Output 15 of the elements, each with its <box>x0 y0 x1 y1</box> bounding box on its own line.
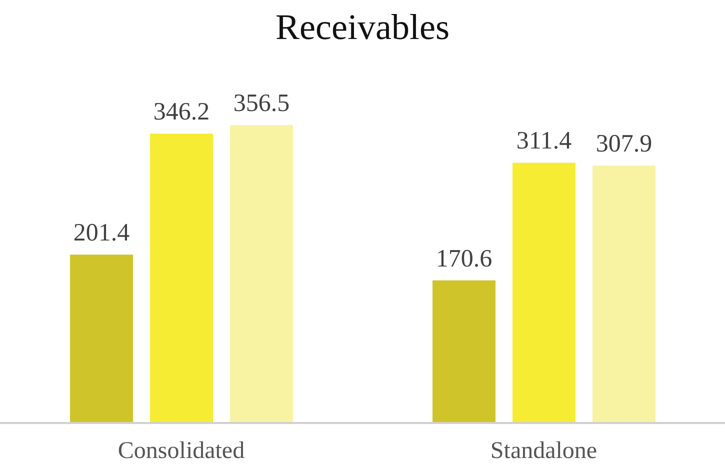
x-tick-label: Consolidated <box>118 438 245 464</box>
data-label: 346.2 <box>153 98 210 126</box>
bar <box>512 162 576 423</box>
data-label: 311.4 <box>516 128 572 155</box>
chart-title: Receivables <box>274 6 450 48</box>
data-label: 201.4 <box>73 220 130 247</box>
data-label: 170.6 <box>436 245 492 272</box>
x-tick-label: Standalone <box>490 438 598 464</box>
bar <box>592 166 656 423</box>
bar <box>432 280 496 423</box>
data-label: 356.5 <box>233 90 290 117</box>
bar <box>70 254 133 423</box>
bar <box>230 125 293 423</box>
data-label: 307.9 <box>596 130 652 158</box>
bar <box>150 134 213 423</box>
